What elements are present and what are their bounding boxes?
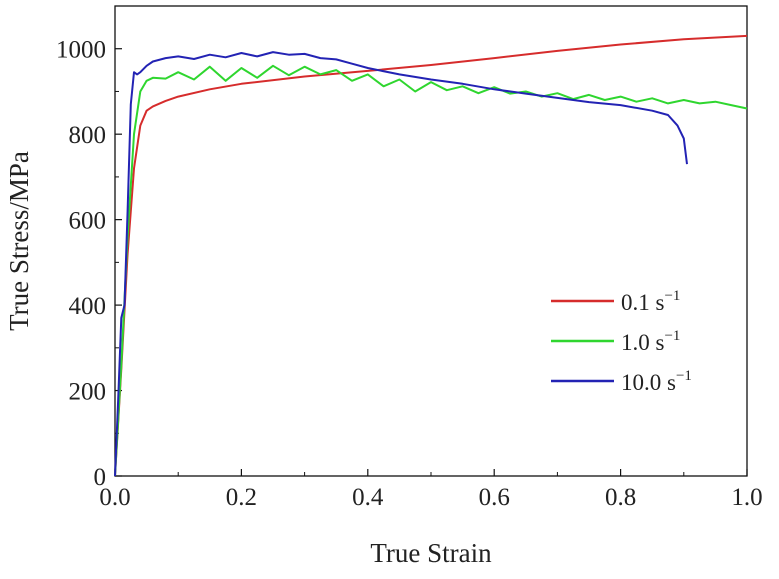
y-tick-label: 600 xyxy=(69,208,107,235)
y-tick-label: 200 xyxy=(69,379,107,406)
series-lines xyxy=(114,34,748,477)
axis-ticks: 0.0 0.2 0.4 0.6 0.8 1.0 0 200 400 600 800 1000 xyxy=(56,5,763,511)
legend: 0.1 s−1 1.0 s−1 10.0 s−1 xyxy=(551,288,692,395)
series-line-2 xyxy=(114,51,688,477)
y-tick-label: 800 xyxy=(69,122,107,149)
y-tick-label: 1000 xyxy=(56,37,106,64)
legend-label-2: 10.0 s−1 xyxy=(621,368,692,395)
x-tick-label: 0.8 xyxy=(605,484,636,511)
y-tick-label: 0 xyxy=(94,464,107,491)
plot-area xyxy=(114,5,748,477)
x-tick-label: 0.0 xyxy=(99,484,130,511)
legend-label-1: 1.0 s−1 xyxy=(621,328,680,355)
y-axis-label: True Stress/MPa xyxy=(4,151,34,331)
x-tick-label: 1.0 xyxy=(731,484,762,511)
series-line-1 xyxy=(114,64,748,477)
series-line-0 xyxy=(114,34,748,477)
legend-label-0: 0.1 s−1 xyxy=(621,288,680,315)
x-tick-label: 0.2 xyxy=(226,484,257,511)
x-axis-label: True Strain xyxy=(370,538,492,568)
x-tick-label: 0.6 xyxy=(479,484,510,511)
x-tick-label: 0.4 xyxy=(352,484,384,511)
y-tick-label: 400 xyxy=(69,293,107,320)
